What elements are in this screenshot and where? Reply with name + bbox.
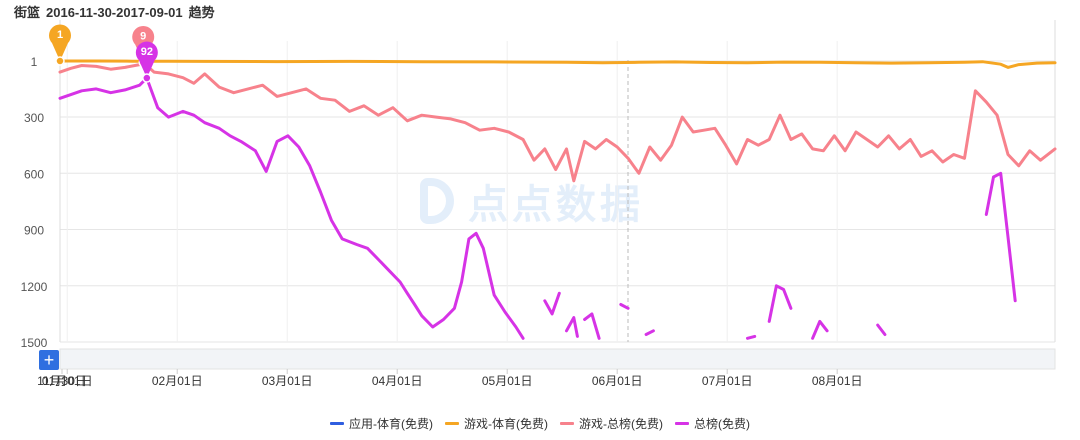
title-suffix: 趋势 bbox=[188, 5, 215, 20]
legend-swatch bbox=[560, 422, 574, 425]
marker-point bbox=[142, 73, 152, 83]
y-tick-label: 1500 bbox=[21, 336, 48, 350]
x-tick-label: 06月01日 bbox=[592, 374, 643, 388]
x-tick-label: 02月01日 bbox=[152, 374, 203, 388]
legend-label: 总榜(免费) bbox=[694, 417, 750, 431]
series-line bbox=[619, 303, 630, 310]
y-tick-label: 1200 bbox=[21, 280, 48, 294]
series-line bbox=[565, 316, 579, 338]
marker-label: 92 bbox=[141, 46, 153, 58]
x-tick-label: 05月01日 bbox=[482, 374, 533, 388]
legend-label: 游戏-总榜(免费) bbox=[579, 417, 663, 431]
add-series-button[interactable]: + bbox=[39, 350, 59, 370]
marker-label: 9 bbox=[140, 30, 146, 42]
series-line bbox=[583, 312, 601, 340]
chart-title: 街篮 2016-11-30-2017-09-01 趋势 bbox=[14, 2, 221, 21]
x-tick-label: 07月01日 bbox=[702, 374, 753, 388]
legend-item[interactable]: 应用-体育(免费) bbox=[330, 415, 433, 432]
series-line bbox=[543, 291, 561, 316]
y-tick-label: 600 bbox=[24, 167, 44, 181]
legend-item[interactable]: 游戏-总榜(免费) bbox=[560, 415, 663, 432]
marker-pin-shape bbox=[135, 41, 158, 79]
series-line bbox=[644, 329, 655, 336]
y-tick-label: 300 bbox=[24, 111, 44, 125]
series-line bbox=[58, 61, 1057, 183]
navigator-track bbox=[59, 348, 1056, 370]
legend-swatch bbox=[445, 422, 459, 425]
y-tick-label: 1 bbox=[31, 55, 38, 69]
legend-item[interactable]: 游戏-体育(免费) bbox=[445, 415, 548, 432]
marker-label: 1 bbox=[57, 29, 63, 41]
watermark-logo-icon bbox=[420, 178, 454, 224]
legend-label: 应用-体育(免费) bbox=[349, 417, 433, 431]
marker-pin[interactable]: 92 bbox=[135, 41, 158, 83]
app-name: 街篮 bbox=[14, 5, 41, 20]
chart-legend: 应用-体育(免费) 游戏-体育(免费) 游戏-总榜(免费) 总榜(免费) bbox=[0, 414, 1080, 432]
x-tick-label: 01月01日 bbox=[42, 374, 93, 388]
legend-swatch bbox=[330, 422, 344, 425]
legend-label: 游戏-体育(免费) bbox=[464, 417, 548, 431]
x-tick-label: 04月01日 bbox=[372, 374, 423, 388]
x-tick-label: 08月01日 bbox=[812, 374, 863, 388]
date-range: 2016-11-30-2017-09-01 bbox=[46, 5, 183, 20]
legend-swatch bbox=[675, 422, 689, 425]
marker-point bbox=[55, 56, 65, 66]
series-line bbox=[811, 319, 829, 340]
marker-pin-shape bbox=[49, 24, 71, 62]
watermark-text: 点点数据 bbox=[468, 183, 644, 227]
series-line bbox=[876, 323, 887, 336]
series-line bbox=[767, 284, 793, 323]
series-line bbox=[58, 59, 1057, 69]
marker-pin[interactable]: 1 bbox=[49, 24, 71, 66]
series-line bbox=[984, 171, 1017, 303]
series-line bbox=[746, 334, 757, 340]
watermark: 点点数据 bbox=[420, 172, 644, 230]
x-tick-label: 11月30日 bbox=[37, 374, 87, 388]
legend-item[interactable]: 总榜(免费) bbox=[675, 415, 750, 432]
series-line bbox=[58, 76, 525, 340]
y-tick-label: 900 bbox=[24, 224, 44, 238]
x-tick-label: 03月01日 bbox=[262, 374, 313, 388]
